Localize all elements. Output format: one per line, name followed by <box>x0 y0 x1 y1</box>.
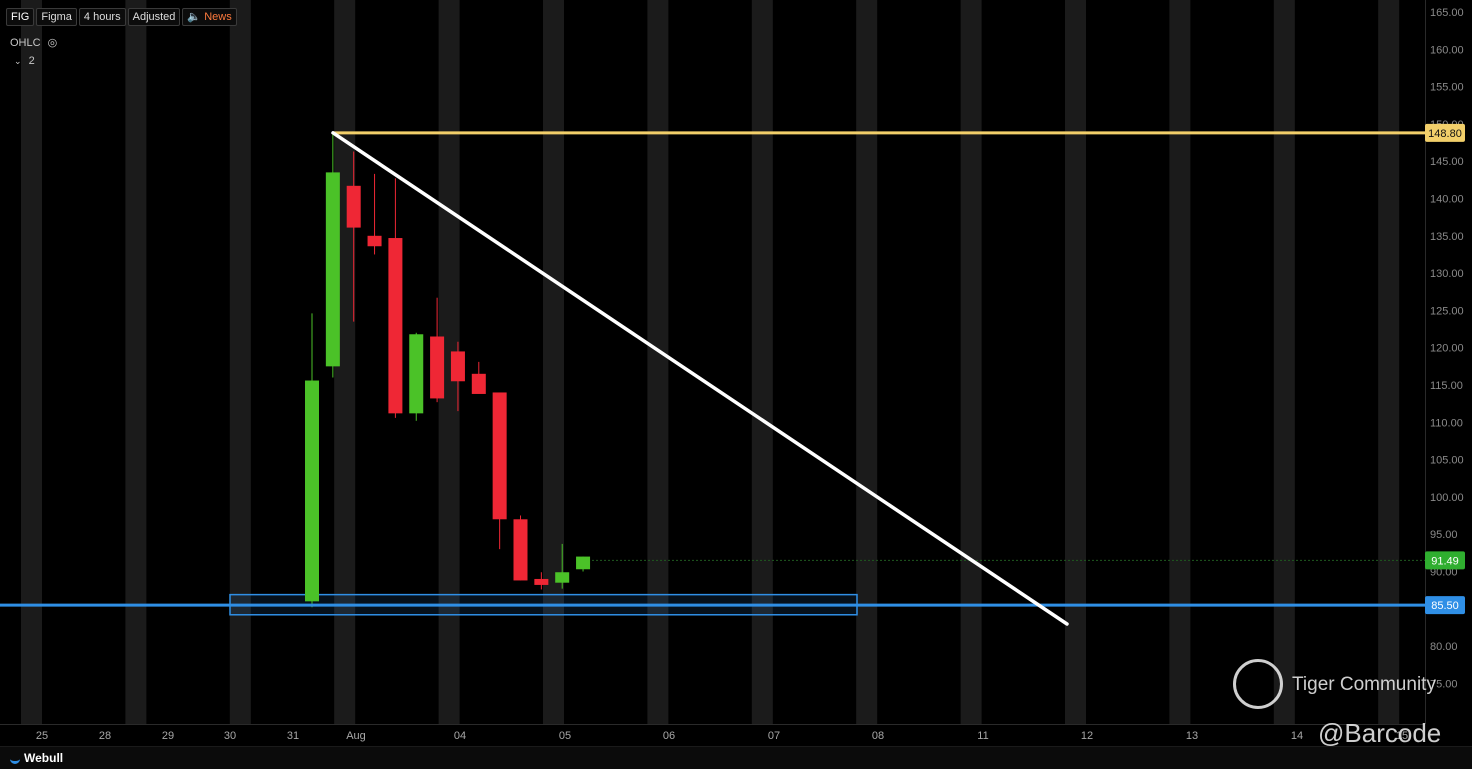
session-band <box>438 0 460 724</box>
symbol-toolbar: FIG Figma 4 hours Adjusted 🔈 News <box>6 8 237 26</box>
tiger-logo-icon <box>1233 659 1283 709</box>
candle-body <box>346 185 361 228</box>
candle-body <box>555 572 570 583</box>
x-tick-label: 11 <box>977 730 988 742</box>
x-tick-label: 15 <box>1396 730 1408 742</box>
candle-body <box>513 519 528 581</box>
candle-body <box>367 235 382 247</box>
y-tick-label: 135.00 <box>1430 231 1464 243</box>
news-chip[interactable]: 🔈 News <box>182 8 237 26</box>
company-name-chip[interactable]: Figma <box>36 8 77 26</box>
candle-body <box>305 380 319 602</box>
session-band <box>229 0 251 724</box>
y-tick-label: 105.00 <box>1430 455 1464 467</box>
candle-body <box>450 351 465 382</box>
y-tick-label: 80.00 <box>1430 641 1458 653</box>
candle-body <box>325 172 340 367</box>
y-tick-label: 130.00 <box>1430 268 1464 280</box>
y-tick-label: 90.00 <box>1430 567 1458 579</box>
session-band <box>856 0 878 724</box>
collapse-toggle[interactable]: ⌄ 2 <box>14 55 35 67</box>
support-price-tag: 85.50 <box>1431 600 1459 612</box>
eye-off-icon[interactable]: ◎ <box>47 37 58 49</box>
brand[interactable]: Webull <box>10 751 63 765</box>
x-tick-label: 08 <box>872 730 884 742</box>
brand-name: Webull <box>24 751 64 765</box>
y-tick-label: 160.00 <box>1430 44 1464 56</box>
indicator-legend[interactable]: OHLC ◎ <box>10 36 57 49</box>
x-tick-label: 14 <box>1291 730 1303 742</box>
x-tick-label: 25 <box>36 730 48 742</box>
x-tick-label: 07 <box>768 730 780 742</box>
downtrend-line <box>331 131 1069 626</box>
session-band <box>125 0 147 724</box>
interval-chip[interactable]: 4 hours <box>78 8 126 26</box>
y-tick-label: 75.00 <box>1430 678 1458 690</box>
chevron-down-icon: ⌄ <box>14 56 22 66</box>
candle-body <box>471 373 486 394</box>
y-tick-label: 125.00 <box>1430 305 1464 317</box>
x-tick-label: 04 <box>454 730 466 742</box>
x-tick-label: 13 <box>1186 730 1198 742</box>
session-band <box>647 0 669 724</box>
y-tick-label: 165.00 <box>1430 7 1464 19</box>
session-band <box>543 0 564 724</box>
resistance-price-tag-bg <box>1425 123 1465 142</box>
candle-body <box>409 334 424 414</box>
y-tick-label: 100.00 <box>1430 492 1464 504</box>
candle-body <box>388 238 403 414</box>
collapse-count: 2 <box>28 55 35 67</box>
y-tick-label: 95.00 <box>1430 529 1458 541</box>
y-tick-label: 120.00 <box>1430 343 1464 355</box>
candle-body <box>430 336 445 399</box>
candle-body <box>534 578 549 585</box>
x-tick-label: 30 <box>224 730 236 742</box>
y-tick-label: 155.00 <box>1430 82 1464 94</box>
support-price-tag-bg <box>1425 596 1465 615</box>
watermark-community: Tiger Community <box>1292 674 1436 695</box>
x-tick-label: 05 <box>559 730 571 742</box>
webull-logo-icon <box>10 753 20 764</box>
x-tick-label: 12 <box>1081 730 1093 742</box>
session-band <box>960 0 982 724</box>
x-tick-label: 06 <box>663 730 675 742</box>
last-price-tag-bg <box>1425 551 1465 570</box>
adjustment-chip[interactable]: Adjusted <box>127 8 181 26</box>
x-tick-label: 31 <box>287 730 299 742</box>
last-price-tag: 91.49 <box>1431 555 1459 567</box>
x-tick-label: Aug <box>346 730 366 742</box>
y-tick-label: 110.00 <box>1430 417 1463 429</box>
indicator-label: OHLC <box>10 37 41 49</box>
footer-bar: Webull <box>0 746 1472 769</box>
session-band <box>1273 0 1295 724</box>
session-band <box>21 0 42 724</box>
session-band <box>1169 0 1191 724</box>
y-tick-label: 140.00 <box>1430 194 1464 206</box>
y-tick-label: 145.00 <box>1430 156 1464 168</box>
candle-body <box>576 556 591 570</box>
x-tick-label: 29 <box>162 730 174 742</box>
y-tick-label: 115.00 <box>1430 380 1463 392</box>
session-band <box>1378 0 1400 724</box>
watermark-handle: @Barcode <box>1318 718 1442 748</box>
speaker-icon: 🔈 <box>187 11 202 23</box>
session-band <box>751 0 773 724</box>
candle-body <box>492 392 507 520</box>
session-band <box>1065 0 1086 724</box>
news-label: News <box>204 11 232 23</box>
symbol-chip[interactable]: FIG <box>6 8 35 26</box>
x-tick-label: 28 <box>99 730 111 742</box>
resistance-price-tag: 148.80 <box>1428 128 1462 140</box>
